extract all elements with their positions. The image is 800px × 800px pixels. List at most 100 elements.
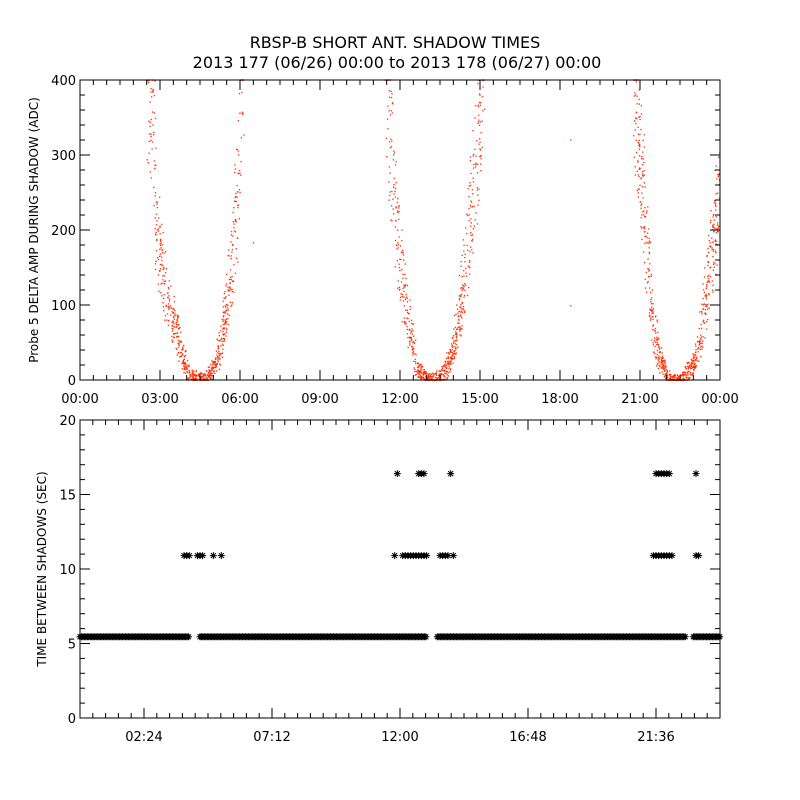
top-point-series-2 (655, 338, 657, 340)
top-point-series-2 (693, 360, 695, 362)
top-point-series-1 (450, 343, 453, 345)
top-point-series-0 (220, 339, 222, 341)
top-point-series-2 (651, 339, 653, 341)
top-point-series-0 (215, 364, 217, 366)
top-point-series-1 (402, 259, 405, 261)
top-point-series-2 (661, 361, 663, 364)
top-point-series-0 (209, 370, 212, 372)
top-point-series-1 (402, 300, 405, 302)
top-x-tick-label: 12:00 (381, 392, 418, 407)
top-point-series-2 (693, 355, 695, 357)
top-point-series-1 (442, 366, 445, 368)
top-point-series-0 (148, 133, 151, 135)
top-point-series-2 (647, 206, 649, 208)
top-point-series-1 (476, 187, 479, 189)
top-point-series-0 (190, 374, 192, 376)
top-point-series-1 (405, 298, 407, 301)
top-point-series-1 (389, 141, 391, 143)
top-point-series-1 (394, 196, 397, 198)
top-point-series-2 (712, 231, 715, 233)
top-point-series-0 (189, 374, 191, 376)
top-point-series-0 (193, 370, 195, 372)
top-point-series-0 (223, 314, 225, 317)
top-point-series-0 (153, 204, 155, 207)
top-point-series-1 (463, 311, 466, 313)
top-point-series-0 (237, 150, 239, 152)
top-point-series-2 (690, 365, 693, 368)
top-point-series-2 (685, 367, 687, 369)
top-point-series-0 (232, 243, 234, 246)
top-point-series-1 (457, 327, 459, 329)
top-point-series-0 (175, 322, 177, 324)
interval-marker (199, 552, 207, 560)
top-point-series-1 (423, 369, 425, 371)
top-point-series-1 (451, 354, 454, 356)
top-point-series-2 (642, 173, 644, 175)
top-point-series-2 (664, 363, 666, 365)
top-point-series-1 (411, 338, 413, 341)
top-point-series-2 (698, 341, 701, 343)
top-point-series-2 (647, 258, 649, 260)
top-point-series-0 (210, 363, 212, 366)
top-point-series-0 (230, 288, 232, 290)
top-point-series-1 (449, 363, 452, 365)
bot-y-tick-label: 20 (59, 414, 76, 429)
top-point-series-1 (478, 199, 480, 201)
top-plot-frame (79, 79, 721, 381)
top-point-series-0 (229, 276, 232, 278)
top-point-series-2 (640, 226, 642, 228)
top-point-series-2 (637, 174, 639, 176)
top-point-series-1 (414, 361, 417, 363)
top-point-series-1 (458, 322, 460, 324)
top-point-series-0 (159, 196, 161, 198)
top-point-series-0 (157, 283, 160, 285)
top-point-series-1 (461, 302, 464, 305)
top-point-series-0 (178, 342, 180, 345)
top-point-series-0 (224, 339, 226, 341)
top-point-series-0 (164, 251, 167, 253)
top-point-series-0 (232, 221, 234, 223)
top-point-series-0 (200, 372, 202, 374)
top-point-series-1 (482, 110, 484, 112)
top-point-series-1 (403, 286, 405, 288)
top-point-series-2 (640, 178, 642, 180)
top-point-series-0 (225, 309, 227, 312)
top-point-series-1 (473, 153, 475, 155)
top-point-series-0 (222, 311, 224, 314)
top-point-series-0 (162, 231, 164, 234)
top-point-series-1 (435, 374, 438, 376)
top-point-series-0 (214, 372, 216, 374)
top-point-series-2 (708, 293, 710, 295)
top-point-series-1 (407, 317, 409, 320)
top-point-series-1 (388, 181, 390, 183)
top-point-series-0 (161, 244, 163, 246)
top-point-series-2 (714, 199, 716, 202)
top-point-series-2 (647, 268, 649, 270)
top-point-series-0 (223, 292, 226, 295)
chart-title-line2: 2013 177 (06/26) 00:00 to 2013 178 (06/2… (193, 53, 602, 72)
top-point-series-0 (224, 305, 226, 307)
top-point-series-2 (691, 367, 693, 370)
top-point-series-1 (472, 129, 474, 132)
top-point-series-0 (154, 217, 156, 219)
top-point-series-2 (662, 360, 664, 362)
top-point-series-0 (186, 377, 189, 380)
top-point-series-2 (651, 297, 653, 299)
top-point-series-0 (203, 378, 205, 380)
top-point-series-2 (694, 362, 696, 364)
top-point-series-1 (456, 334, 458, 336)
top-point-series-0 (166, 319, 168, 321)
top-point-series-1 (468, 185, 471, 187)
top-point-series-1 (465, 267, 467, 269)
top-point-series-2 (701, 345, 703, 347)
top-point-series-2 (707, 247, 709, 250)
top-point-series-0 (171, 308, 173, 310)
top-point-series-2 (690, 372, 692, 374)
top-point-series-0 (207, 372, 209, 374)
top-point-series-1 (401, 268, 403, 271)
top-point-series-2 (654, 337, 656, 339)
top-point-series-2 (714, 202, 717, 204)
top-point-series-2 (659, 372, 661, 374)
top-point-series-0 (162, 249, 164, 251)
top-point-series-2 (694, 343, 697, 345)
